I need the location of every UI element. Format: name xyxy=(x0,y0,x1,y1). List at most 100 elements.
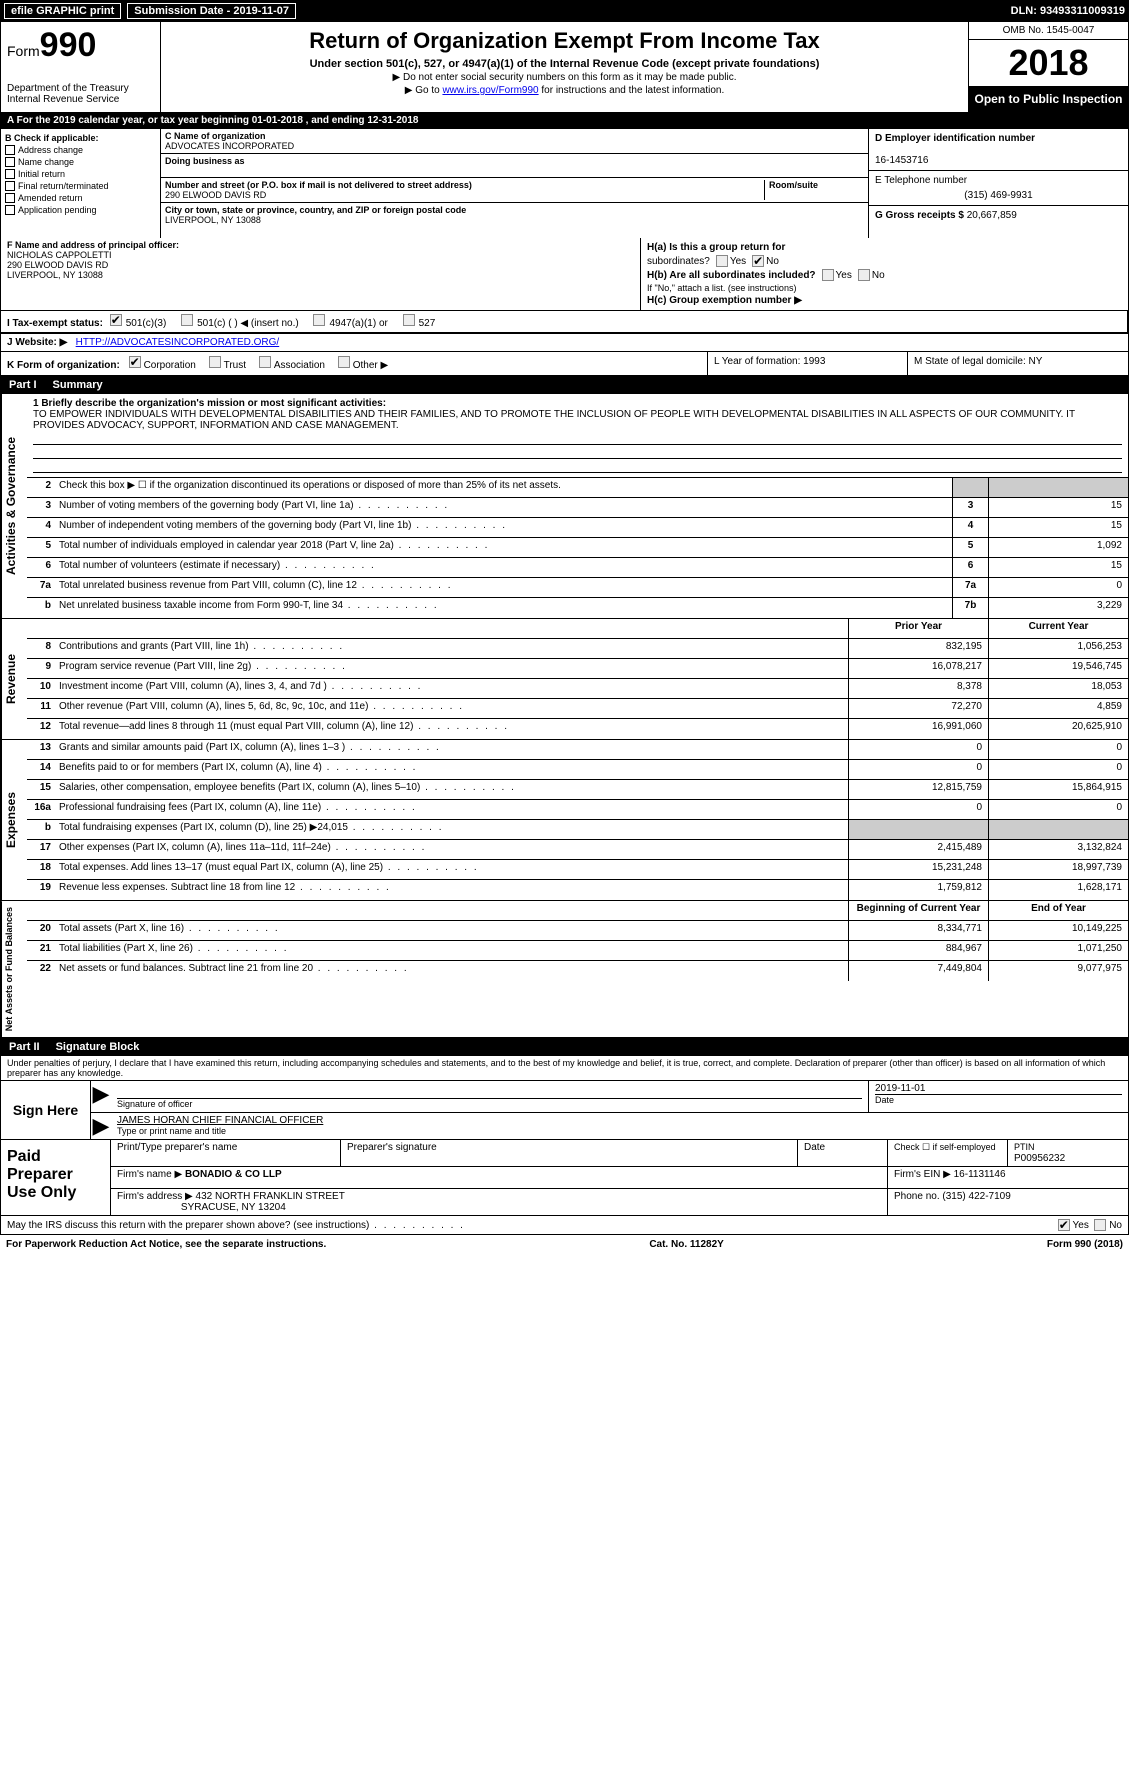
note-link: ▶ Go to www.irs.gov/Form990 for instruct… xyxy=(167,85,962,96)
ha-label: H(a) Is this a group return for xyxy=(647,242,785,253)
col-c: C Name of organization ADVOCATES INCORPO… xyxy=(161,129,868,238)
chk-name: Name change xyxy=(5,157,156,167)
chk-final: Final return/terminated xyxy=(5,181,156,191)
sign-date: 2019-11-01 xyxy=(875,1083,925,1094)
irs-link[interactable]: www.irs.gov/Form990 xyxy=(442,85,538,96)
paid-preparer-label: Paid Preparer Use Only xyxy=(1,1140,111,1215)
ein: 16-1453716 xyxy=(875,155,928,166)
part1-tab: Part I xyxy=(1,377,45,393)
prep-h-self: Check ☐ if self-employed xyxy=(888,1140,1008,1166)
dept-irs: Internal Revenue Service xyxy=(7,94,154,105)
row-fh: F Name and address of principal officer:… xyxy=(0,238,1129,311)
rev-row-8: 8Contributions and grants (Part VIII, li… xyxy=(27,639,1128,659)
gov-row-5: 5Total number of individuals employed in… xyxy=(27,538,1128,558)
chk-other[interactable] xyxy=(338,356,350,368)
row-j: J Website: ▶ HTTP://ADVOCATESINCORPORATE… xyxy=(0,334,1129,352)
exp-row-13: 13Grants and similar amounts paid (Part … xyxy=(27,740,1128,760)
ha-yes[interactable] xyxy=(716,255,728,267)
sign-arrow-icon: ▶ xyxy=(91,1081,111,1112)
firm-phone: (315) 422-7109 xyxy=(942,1191,1010,1202)
penalty-text: Under penalties of perjury, I declare th… xyxy=(1,1056,1128,1081)
footer: For Paperwork Reduction Act Notice, see … xyxy=(0,1235,1129,1254)
side-netassets: Net Assets or Fund Balances xyxy=(1,901,27,1037)
mission-text: TO EMPOWER INDIVIDUALS WITH DEVELOPMENTA… xyxy=(33,409,1075,431)
discuss-row: May the IRS discuss this return with the… xyxy=(1,1215,1128,1234)
net-row-22: 22Net assets or fund balances. Subtract … xyxy=(27,961,1128,981)
topbar: efile GRAPHIC print Submission Date - 20… xyxy=(0,0,1129,22)
header-right: OMB No. 1545-0047 2018 Open to Public In… xyxy=(968,22,1128,112)
footer-left: For Paperwork Reduction Act Notice, see … xyxy=(6,1239,326,1250)
chk-corp[interactable] xyxy=(129,356,141,368)
dba-row: Doing business as xyxy=(161,154,868,178)
chk-assoc[interactable] xyxy=(259,356,271,368)
org-name-row: C Name of organization ADVOCATES INCORPO… xyxy=(161,129,868,154)
exp-row-16a: 16aProfessional fundraising fees (Part I… xyxy=(27,800,1128,820)
exp-row-15: 15Salaries, other compensation, employee… xyxy=(27,780,1128,800)
part2-title: Signature Block xyxy=(48,1039,148,1055)
mission-block: 1 Briefly describe the organization's mi… xyxy=(27,394,1128,478)
gross-receipts: 20,667,859 xyxy=(967,210,1017,221)
net-header: Beginning of Current Year End of Year xyxy=(27,901,1128,921)
gov-row-4: 4Number of independent voting members of… xyxy=(27,518,1128,538)
hb-note: If "No," attach a list. (see instruction… xyxy=(647,283,1122,293)
net-row-21: 21Total liabilities (Part X, line 26)884… xyxy=(27,941,1128,961)
part2-tab: Part II xyxy=(1,1039,48,1055)
submission-date: Submission Date - 2019-11-07 xyxy=(127,3,296,19)
chk-amended: Amended return xyxy=(5,193,156,203)
footer-right: Form 990 (2018) xyxy=(1047,1239,1123,1250)
chk-527[interactable] xyxy=(403,314,415,326)
sig-officer-label: Signature of officer xyxy=(117,1099,192,1109)
discuss-yes[interactable] xyxy=(1058,1219,1070,1231)
hb-label: H(b) Are all subordinates included? xyxy=(647,270,816,281)
exp-row-17: 17Other expenses (Part IX, column (A), l… xyxy=(27,840,1128,860)
form-of-org: K Form of organization: Corporation Trus… xyxy=(1,352,708,375)
form-number: 990 xyxy=(40,26,97,64)
b-header: B Check if applicable: xyxy=(5,133,156,143)
gov-row-7b: bNet unrelated business taxable income f… xyxy=(27,598,1128,618)
side-revenue: Revenue xyxy=(1,619,27,739)
room-label: Room/suite xyxy=(769,180,818,190)
hb-no[interactable] xyxy=(858,269,870,281)
hb-yes[interactable] xyxy=(822,269,834,281)
gross-row: G Gross receipts $ 20,667,859 xyxy=(869,206,1128,238)
section-governance: Activities & Governance 1 Briefly descri… xyxy=(0,394,1129,619)
part2-header: Part II Signature Block xyxy=(0,1038,1129,1056)
website-link[interactable]: HTTP://ADVOCATESINCORPORATED.ORG/ xyxy=(76,337,280,348)
tel-row: E Telephone number (315) 469-9931 xyxy=(869,171,1128,206)
exp-row-b: bTotal fundraising expenses (Part IX, co… xyxy=(27,820,1128,840)
line-2: 2 Check this box ▶ ☐ if the organization… xyxy=(27,478,1128,498)
note-ssn: ▶ Do not enter social security numbers o… xyxy=(167,72,962,83)
omb-number: OMB No. 1545-0047 xyxy=(969,22,1128,40)
col-d: D Employer identification number 16-1453… xyxy=(868,129,1128,238)
header-mid: Return of Organization Exempt From Incom… xyxy=(161,22,968,112)
part1-header: Part I Summary xyxy=(0,376,1129,394)
chk-501c[interactable] xyxy=(181,314,193,326)
website-row: J Website: ▶ HTTP://ADVOCATESINCORPORATE… xyxy=(1,334,1128,351)
firm-addr: 432 NORTH FRANKLIN STREET xyxy=(196,1191,345,1202)
footer-mid: Cat. No. 11282Y xyxy=(649,1239,723,1250)
col-f: F Name and address of principal officer:… xyxy=(1,238,641,310)
year-formation: L Year of formation: 1993 xyxy=(708,352,908,375)
addr-row: Number and street (or P.O. box if mail i… xyxy=(161,178,868,203)
row-klm: K Form of organization: Corporation Trus… xyxy=(0,352,1129,376)
prep-h-date: Date xyxy=(798,1140,888,1166)
exp-row-18: 18Total expenses. Add lines 13–17 (must … xyxy=(27,860,1128,880)
form-left: Form990 Department of the Treasury Inter… xyxy=(1,22,161,112)
rev-row-12: 12Total revenue—add lines 8 through 11 (… xyxy=(27,719,1128,739)
pycy-header: Prior Year Current Year xyxy=(27,619,1128,639)
sign-here-label: Sign Here xyxy=(1,1081,91,1139)
chk-trust[interactable] xyxy=(209,356,221,368)
rev-row-11: 11Other revenue (Part VIII, column (A), … xyxy=(27,699,1128,719)
ha-no[interactable] xyxy=(752,255,764,267)
city: LIVERPOOL, NY 13088 xyxy=(165,215,261,225)
exp-row-19: 19Revenue less expenses. Subtract line 1… xyxy=(27,880,1128,900)
dln: DLN: 93493311009319 xyxy=(1011,5,1125,17)
discuss-no[interactable] xyxy=(1094,1219,1106,1231)
col-b: B Check if applicable: Address change Na… xyxy=(1,129,161,238)
chk-4947[interactable] xyxy=(313,314,325,326)
telephone: (315) 469-9931 xyxy=(875,190,1122,201)
org-name: ADVOCATES INCORPORATED xyxy=(165,141,294,151)
chk-501c3[interactable] xyxy=(110,314,122,326)
block-bcd: B Check if applicable: Address change Na… xyxy=(0,129,1129,238)
exp-row-14: 14Benefits paid to or for members (Part … xyxy=(27,760,1128,780)
